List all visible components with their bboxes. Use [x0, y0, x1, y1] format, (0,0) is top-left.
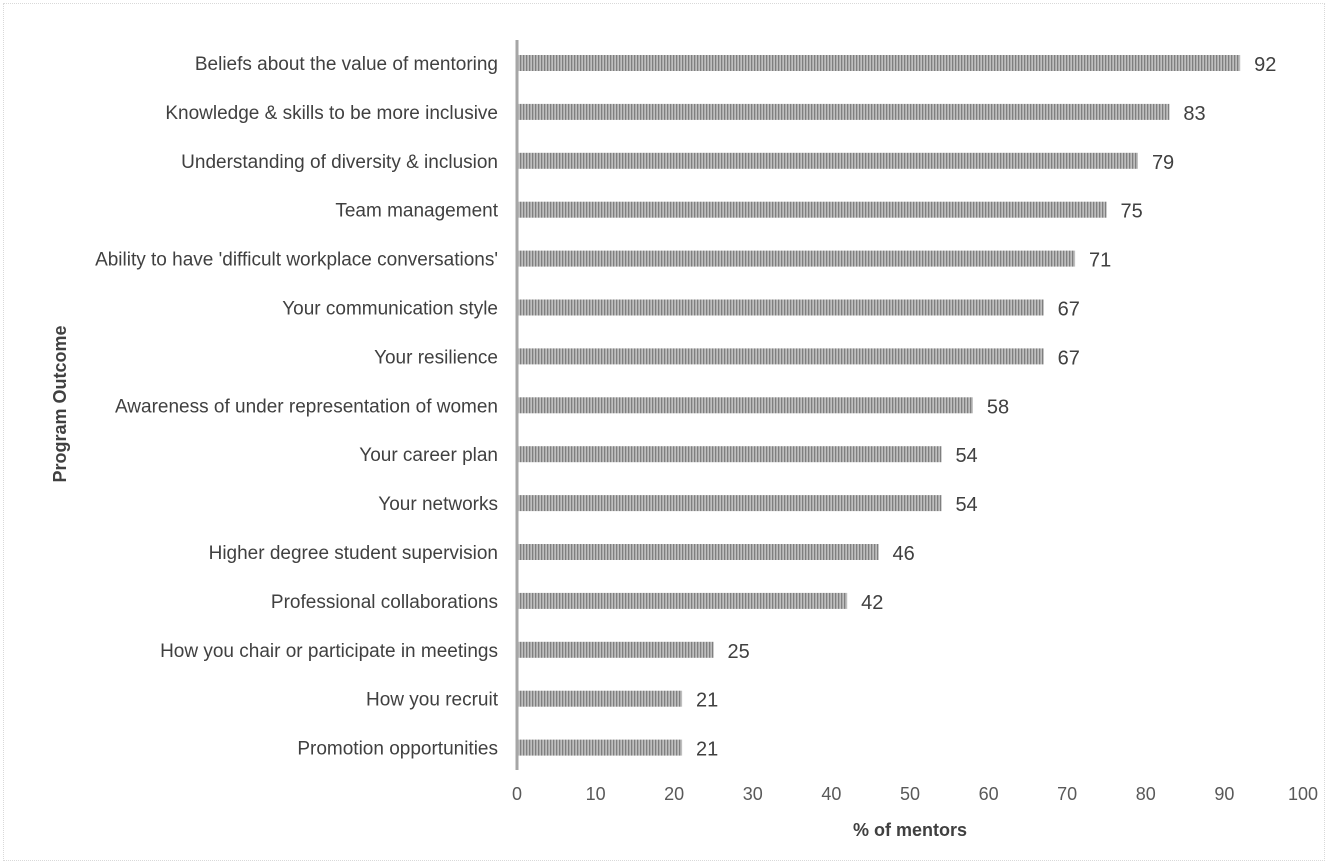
bar [518, 641, 714, 658]
data-label: 46 [893, 543, 915, 565]
data-label: 42 [861, 592, 883, 614]
x-tick-label: 10 [586, 784, 606, 804]
x-tick-label: 40 [821, 784, 841, 804]
data-label: 79 [1152, 152, 1174, 174]
bar [518, 495, 942, 512]
chart-frame: Beliefs about the value of mentoring 92 Kn… [3, 3, 1325, 861]
x-axis-title: % of mentors [853, 820, 967, 840]
data-label: 67 [1058, 299, 1080, 321]
category-label: Higher degree student supervision [209, 543, 498, 564]
x-tick-label: 0 [512, 784, 522, 804]
category-label: Understanding of diversity & inclusion [181, 152, 498, 173]
data-label: 54 [955, 445, 977, 467]
bar [518, 299, 1044, 316]
bar [518, 592, 848, 609]
x-tick-label: 50 [900, 784, 920, 804]
y-axis-title: Program Outcome [50, 325, 70, 482]
bar [518, 446, 942, 463]
category-label: Professional collaborations [271, 592, 498, 613]
category-label: How you recruit [366, 690, 499, 711]
data-label: 75 [1121, 201, 1143, 223]
data-label: 67 [1058, 347, 1080, 369]
data-label: 92 [1254, 54, 1276, 76]
data-label: 25 [728, 641, 750, 663]
category-label: Promotion opportunities [297, 739, 498, 760]
category-label: How you chair or participate in meetings [160, 641, 498, 662]
data-label: 54 [955, 494, 977, 516]
category-label: Your communication style [282, 299, 498, 320]
category-label: Awareness of under representation of wom… [115, 396, 498, 417]
bar [518, 201, 1107, 218]
data-label: 71 [1089, 250, 1111, 272]
x-tick-label: 90 [1214, 784, 1234, 804]
bar [518, 348, 1044, 365]
data-label: 58 [987, 396, 1009, 418]
category-label: Your career plan [359, 445, 498, 466]
category-label: Ability to have 'difficult workplace con… [95, 250, 498, 271]
x-tick-label: 20 [664, 784, 684, 804]
x-tick-label: 60 [979, 784, 999, 804]
x-tick-label: 80 [1136, 784, 1156, 804]
category-label: Beliefs about the value of mentoring [195, 54, 498, 75]
x-tick-label: 100 [1288, 784, 1318, 804]
bar [518, 739, 683, 756]
data-label: 21 [696, 739, 718, 761]
category-label: Team management [335, 201, 498, 222]
bar [518, 152, 1138, 169]
bar [518, 544, 879, 560]
bar-chart: Beliefs about the value of mentoring 92 Kn… [50, 40, 1318, 840]
x-tick-label: 70 [1057, 784, 1077, 804]
category-label: Your resilience [374, 347, 498, 368]
bar [518, 690, 683, 707]
category-label: Knowledge & skills to be more inclusive [165, 103, 498, 124]
bar [518, 103, 1170, 120]
data-label: 21 [696, 690, 718, 712]
bar [518, 397, 973, 414]
category-label: Your networks [378, 494, 498, 515]
bar [518, 55, 1241, 71]
data-label: 83 [1183, 103, 1205, 125]
x-tick-label: 30 [743, 784, 763, 804]
bar [518, 250, 1076, 267]
